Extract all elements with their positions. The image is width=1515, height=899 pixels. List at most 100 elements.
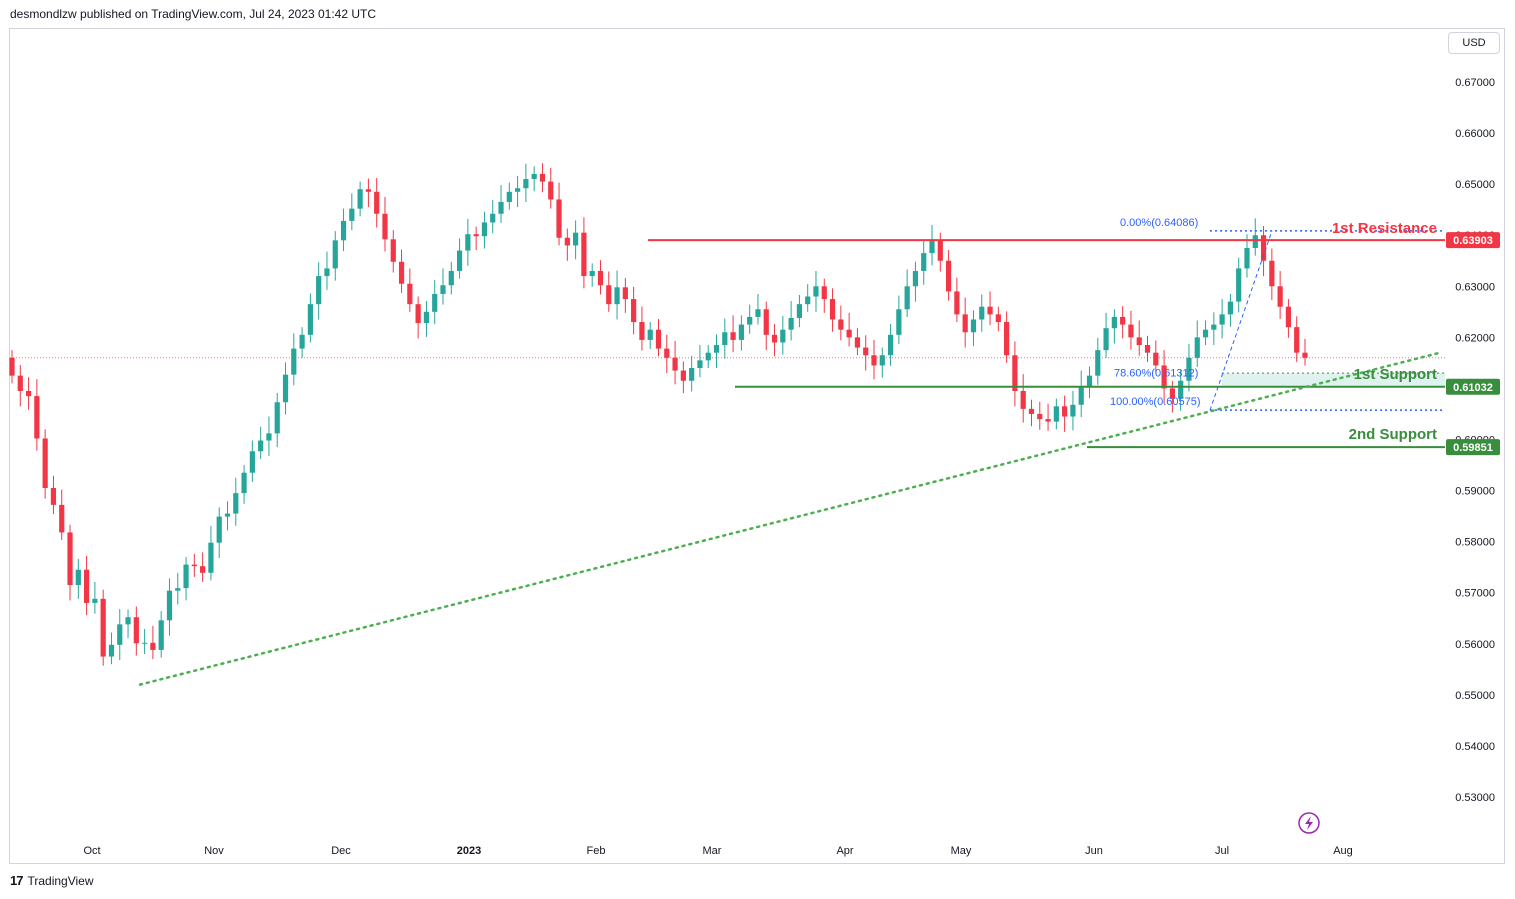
candle-body	[1178, 380, 1184, 399]
candle-body	[490, 213, 496, 223]
candle	[382, 196, 388, 252]
candle	[606, 271, 612, 312]
lightning-icon[interactable]	[1298, 812, 1320, 834]
candle	[730, 315, 736, 353]
candle	[440, 268, 446, 305]
candle	[631, 286, 637, 335]
candle-body	[75, 569, 81, 586]
candle-body	[896, 309, 902, 335]
candle	[813, 270, 819, 312]
candle	[142, 628, 148, 654]
candle	[747, 304, 753, 334]
candle	[622, 278, 628, 313]
candle	[282, 362, 289, 415]
candle	[208, 525, 214, 581]
ascending-trendline	[138, 351, 1442, 686]
candle-body	[17, 375, 23, 391]
candle	[92, 581, 98, 614]
candle-body	[67, 532, 73, 586]
candle	[67, 524, 73, 601]
candle	[805, 284, 811, 312]
candle-body	[208, 542, 214, 573]
candle-body	[498, 202, 504, 214]
currency-button[interactable]: USD	[1448, 32, 1500, 54]
candle-body	[614, 287, 620, 305]
candle	[42, 429, 48, 499]
candle-body	[92, 598, 98, 603]
price-tag-value: 0.61032	[1453, 382, 1493, 394]
candle-body	[1161, 365, 1167, 389]
candle-body	[987, 306, 993, 315]
candle-body	[142, 642, 148, 644]
candle	[655, 318, 662, 357]
candle-body	[133, 617, 139, 644]
x-tick-label: 2023	[457, 845, 481, 857]
candle-body	[50, 488, 57, 505]
candle-body	[722, 332, 728, 346]
candle	[1244, 234, 1250, 278]
candle	[423, 301, 430, 337]
candle	[854, 328, 861, 356]
x-tick-label: Aug	[1333, 845, 1353, 857]
candle	[299, 327, 305, 358]
candle	[1103, 312, 1109, 358]
candle	[763, 301, 769, 351]
candle-body	[374, 191, 380, 214]
candle-body	[788, 317, 794, 330]
candle	[108, 632, 115, 665]
candle-body	[299, 334, 305, 349]
candle	[456, 238, 463, 279]
candle-body	[1045, 419, 1051, 422]
candle	[945, 250, 952, 301]
candle	[556, 182, 562, 246]
candle-body	[904, 286, 910, 310]
candle	[962, 297, 968, 348]
candle	[415, 296, 421, 339]
candle-body	[1252, 235, 1258, 248]
candle-body	[200, 566, 206, 573]
candle-body	[1277, 286, 1283, 307]
candle	[539, 163, 546, 193]
y-tick-label: 0.56000	[1455, 639, 1495, 651]
candle	[1252, 218, 1258, 256]
candle	[241, 465, 247, 504]
candle	[1269, 248, 1275, 301]
candle	[1120, 306, 1126, 339]
tradingview-logo[interactable]: 17	[10, 873, 24, 888]
candle	[937, 232, 943, 272]
candle	[796, 294, 803, 328]
candle-body	[556, 199, 562, 238]
candle-body	[937, 240, 943, 261]
candle	[838, 305, 844, 341]
candle	[722, 318, 728, 359]
candle	[9, 350, 15, 384]
candle-body	[340, 220, 347, 241]
candle-body	[689, 368, 695, 381]
candle	[904, 269, 910, 317]
candle-body	[241, 472, 247, 494]
candle	[398, 249, 405, 293]
candle	[83, 555, 90, 616]
y-tick-label: 0.58000	[1455, 537, 1495, 549]
candle	[17, 364, 23, 407]
candle-body	[631, 299, 637, 323]
x-tick-label: Feb	[587, 845, 606, 857]
candle-body	[282, 374, 289, 403]
x-tick-label: Apr	[836, 845, 853, 857]
candle	[1086, 366, 1093, 399]
candle	[1095, 337, 1101, 385]
candle-body	[597, 270, 604, 286]
candle-body	[440, 285, 446, 294]
candle	[332, 231, 338, 281]
y-tick-label: 0.62000	[1455, 332, 1495, 344]
candle	[829, 288, 836, 332]
fib-label: 0.00%(0.64086)	[1120, 217, 1198, 229]
candle-body	[921, 253, 927, 271]
y-tick-label: 0.54000	[1455, 741, 1495, 753]
candle	[1128, 310, 1134, 350]
candle	[1028, 399, 1035, 427]
candle-body	[432, 293, 438, 312]
candle-body	[307, 304, 313, 335]
candle	[672, 340, 678, 385]
